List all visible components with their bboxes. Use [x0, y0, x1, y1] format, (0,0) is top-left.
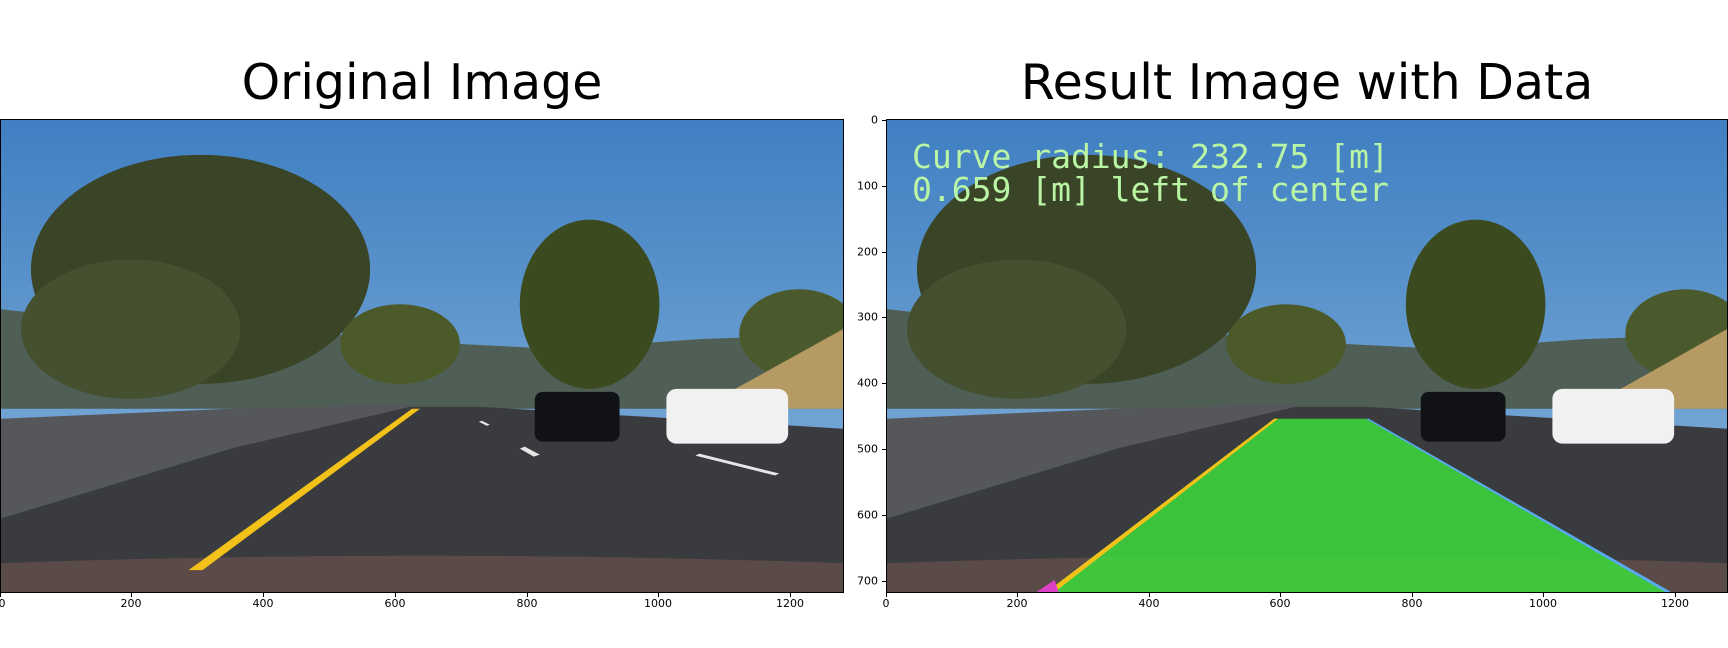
x-tick-mark [131, 593, 132, 597]
y-tick-mark [882, 252, 886, 253]
y-tick-label: 400 [857, 376, 878, 390]
y-tick-label: 500 [857, 442, 878, 456]
x-tick-label: 200 [120, 597, 142, 610]
lane-overlay [1046, 418, 1671, 592]
x-tick-label: 0 [882, 597, 890, 610]
y-tick-mark [882, 449, 886, 450]
y-tick-label: 0 [871, 113, 878, 127]
y-tick-mark [882, 383, 886, 384]
x-tick-mark [1149, 593, 1150, 597]
x-tick-mark [886, 593, 887, 597]
x-tick-label: 800 [1401, 597, 1423, 610]
y-tick-label: 100 [857, 179, 878, 193]
y-tick-label: 600 [857, 508, 878, 522]
y-tick-label: 300 [857, 310, 878, 324]
x-tick-label: 0 [0, 597, 6, 610]
x-tick-label: 1200 [1661, 597, 1689, 610]
x-tick-label: 400 [252, 597, 274, 610]
x-tick-mark [527, 593, 528, 597]
x-tick-label: 200 [1006, 597, 1028, 610]
x-tick-mark [0, 593, 1, 597]
x-tick-mark [395, 593, 396, 597]
x-tick-label: 400 [1138, 597, 1160, 610]
original-image-title: Original Image [241, 54, 603, 111]
x-tick-label: 1200 [776, 597, 804, 610]
x-tick-mark [1675, 593, 1676, 597]
center-offset-text: 0.659 [m] left of center [912, 170, 1389, 209]
x-tick-mark [263, 593, 264, 597]
y-tick-label: 700 [857, 574, 878, 588]
x-tick-label: 600 [1269, 597, 1291, 610]
result-road-scene [887, 120, 1727, 592]
result-image [886, 119, 1728, 593]
y-tick-mark [882, 317, 886, 318]
x-tick-label: 1000 [644, 597, 672, 610]
x-tick-mark [790, 593, 791, 597]
original-image [0, 119, 844, 593]
y-tick-label: 200 [857, 245, 878, 259]
x-tick-mark [1280, 593, 1281, 597]
x-tick-label: 800 [516, 597, 538, 610]
x-tick-mark [1412, 593, 1413, 597]
result-image-title: Result Image with Data [1020, 54, 1594, 111]
x-tick-mark [658, 593, 659, 597]
original-road-scene [1, 120, 843, 592]
x-tick-mark [1017, 593, 1018, 597]
y-tick-mark [882, 186, 886, 187]
curve-radius-text: Curve radius: 232.75 [m] [912, 137, 1389, 176]
x-tick-label: 600 [384, 597, 406, 610]
x-tick-mark [1543, 593, 1544, 597]
y-tick-mark [882, 515, 886, 516]
y-tick-mark [882, 581, 886, 582]
x-tick-label: 1000 [1529, 597, 1557, 610]
y-tick-mark [882, 120, 886, 121]
